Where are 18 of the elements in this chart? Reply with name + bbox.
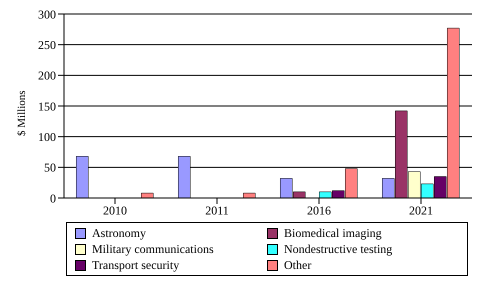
y-tick-label: 300 <box>38 7 56 22</box>
y-tick-label: 50 <box>44 160 56 175</box>
legend-label: Military communications <box>92 242 214 256</box>
y-axis-title: $ Millions <box>16 90 28 136</box>
y-tick-label: 250 <box>38 38 56 52</box>
y-tick-label: 0 <box>50 191 56 206</box>
x-tick-label: 2016 <box>307 204 331 218</box>
legend-label: Transport security <box>92 258 180 272</box>
y-tick-label: 200 <box>38 68 56 83</box>
y-tick-label: 150 <box>38 99 56 114</box>
legend-label: Other <box>284 258 312 272</box>
y-tick-label: 100 <box>38 130 56 144</box>
legend-label: Nondestructive testing <box>284 242 392 256</box>
x-tick-label: 2021 <box>409 204 433 218</box>
x-tick-label: 2010 <box>103 204 127 218</box>
x-tick-label: 2011 <box>205 204 229 218</box>
legend-label: Biomedical imaging <box>284 226 382 240</box>
legend-label: Astronomy <box>92 226 146 240</box>
